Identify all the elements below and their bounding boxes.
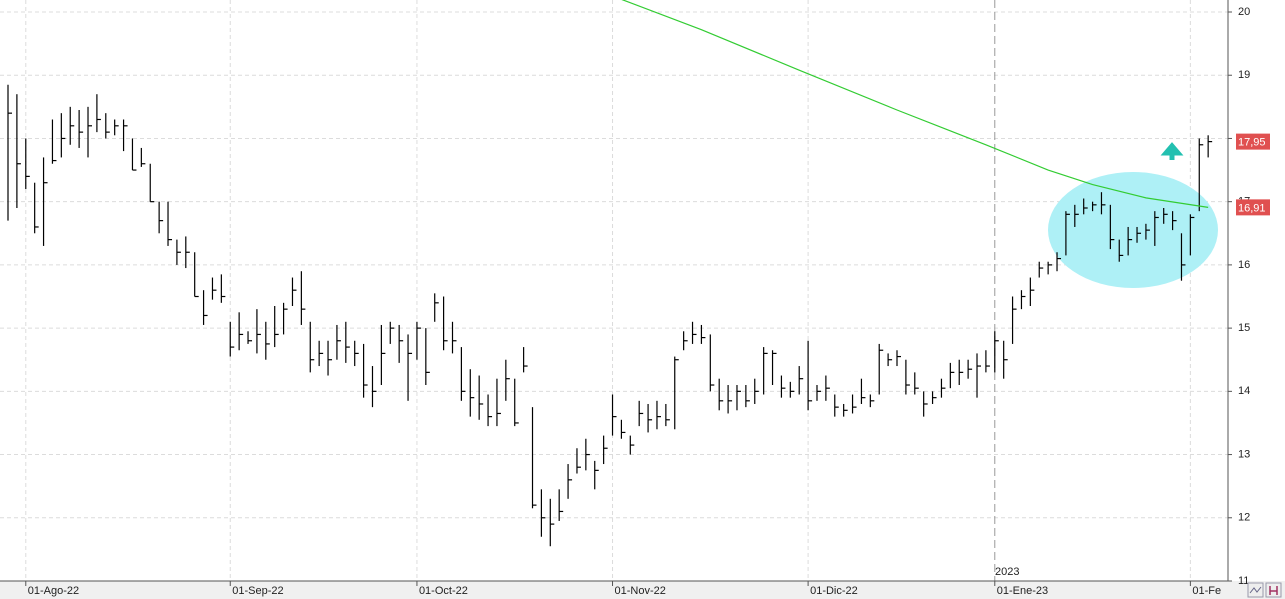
- y-tick-label: 11: [1238, 575, 1249, 587]
- price-marker-label: 16,91: [1238, 202, 1266, 214]
- x-tick-label: 01-Dic-22: [810, 585, 858, 597]
- y-tick-label: 20: [1238, 6, 1250, 18]
- price-marker: [1236, 199, 1270, 216]
- price-marker-label: 17,95: [1238, 137, 1266, 149]
- y-tick-label: 19: [1238, 69, 1250, 81]
- tool-icon: [1269, 586, 1278, 595]
- y-tick-label: 15: [1238, 322, 1250, 334]
- x-tick-label: 01-Ene-23: [997, 585, 1048, 597]
- x-tick-label: 01-Sep-22: [232, 585, 283, 597]
- y-tick-label: 12: [1238, 512, 1250, 524]
- tool-button[interactable]: [1265, 582, 1282, 598]
- x-tick-label: 01-Nov-22: [615, 585, 666, 597]
- price-marker: [1236, 133, 1270, 150]
- highlight-ellipse: [1048, 172, 1218, 288]
- x-tick-label: 01-Ago-22: [28, 585, 79, 597]
- y-axis-band: [1228, 0, 1285, 581]
- x-tick-label: 01-Fe: [1192, 585, 1221, 597]
- plot: [7, 0, 1213, 547]
- tool-icon: [1249, 586, 1262, 594]
- moving-average: [621, 0, 1209, 208]
- y-tick-label: 16: [1238, 259, 1250, 271]
- y-tick-label: 14: [1238, 385, 1250, 397]
- up-arrow: [1160, 142, 1184, 160]
- y-tick-label: 13: [1238, 448, 1250, 460]
- axes: 1112131415161718192001-Ago-2201-Sep-2201…: [25, 6, 1270, 597]
- x-tick-label: 01-Oct-22: [419, 585, 468, 597]
- year-label: 2023: [995, 566, 1019, 578]
- x-axis-band: [0, 581, 1285, 599]
